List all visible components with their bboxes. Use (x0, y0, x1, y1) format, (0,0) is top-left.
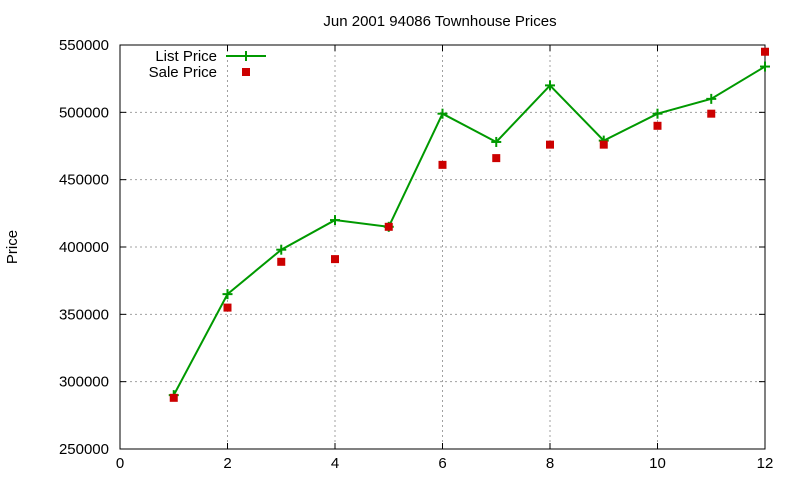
x-tick-label: 8 (546, 455, 554, 472)
list-price-point (545, 80, 555, 91)
y-tick-label: 400000 (59, 239, 109, 256)
sale-price-point (169, 393, 178, 402)
x-tick-label: 6 (438, 455, 446, 472)
legend-plus-marker (241, 51, 251, 61)
sale-price-point (761, 47, 769, 56)
list-price-point (706, 93, 717, 104)
list-price-point (652, 108, 663, 119)
sale-price-point (492, 154, 501, 163)
list-price-point (330, 215, 340, 226)
y-tick-label: 500000 (59, 104, 109, 121)
sale-price-point (384, 222, 393, 231)
x-tick-label: 10 (649, 455, 666, 472)
list-price-point (437, 108, 448, 119)
list-price-point (760, 61, 770, 72)
sale-price-point (707, 109, 716, 118)
y-tick-label: 550000 (59, 37, 109, 54)
x-tick-label: 12 (757, 455, 774, 472)
sale-price-point (653, 121, 662, 130)
list-price-point (222, 289, 233, 300)
sale-price-point (438, 160, 447, 169)
list-price-line (172, 65, 766, 396)
sale-price-point (223, 303, 232, 312)
sale-price-point (599, 140, 608, 149)
tick-layer: 0 2 4 6 8 10 12 250000 300000 350000 400000 450000 5… (59, 37, 773, 472)
grid-layer (120, 45, 765, 449)
x-tick-label: 0 (116, 455, 124, 472)
legend-label: List Price (155, 48, 217, 65)
legend-square-marker (242, 68, 250, 76)
sale-price-point (277, 257, 286, 266)
sale-price-point (331, 255, 339, 264)
y-tick-label: 250000 (59, 441, 109, 458)
y-axis-label: Price (4, 230, 21, 264)
chart-title: Jun 2001 94086 Townhouse Prices (323, 13, 556, 30)
sale-price-point (546, 140, 554, 149)
legend-label: Sale Price (149, 64, 217, 81)
x-tick-label: 2 (223, 455, 231, 472)
list-price-point (276, 244, 287, 255)
y-tick-label: 300000 (59, 374, 109, 391)
y-tick-label: 350000 (59, 306, 109, 323)
x-tick-label: 4 (331, 455, 339, 472)
list-price-point (491, 136, 502, 147)
series-layer (168, 47, 770, 402)
y-tick-label: 450000 (59, 172, 109, 189)
